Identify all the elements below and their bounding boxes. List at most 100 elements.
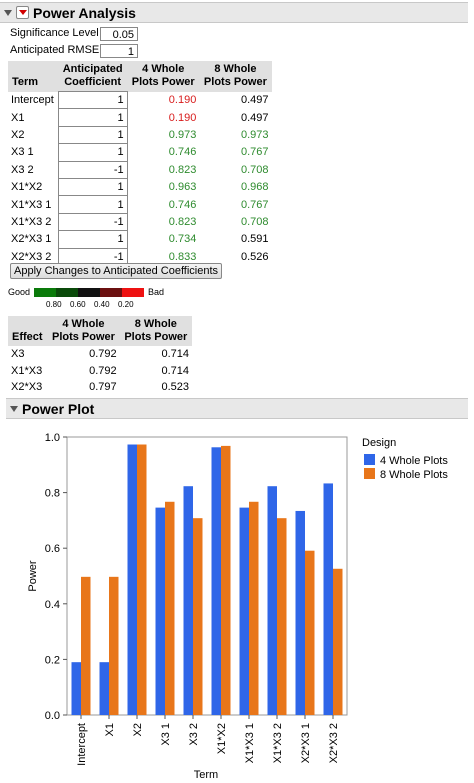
power-8-cell: 0.767 — [240, 198, 269, 211]
legend-tick-label: 0.20 — [118, 300, 134, 309]
x-axis-label: Term — [194, 769, 218, 781]
table-row: X3 1 1 0.746 0.767 — [8, 143, 272, 162]
legend-label: 4 Whole Plots — [380, 455, 448, 467]
power-4-cell: 0.973 — [168, 128, 197, 141]
disclosure-triangle-icon[interactable] — [10, 405, 18, 412]
x-tick-label: X2*X3 1 — [300, 723, 312, 763]
coefficient-input[interactable]: -1 — [57, 212, 128, 232]
table-row: X2*X3 2 -1 0.833 0.526 — [8, 247, 272, 266]
significance-level-input[interactable]: 0.05 — [100, 27, 138, 41]
coefficient-input[interactable]: 1 — [57, 230, 128, 249]
power-4-cell: 0.963 — [168, 181, 197, 194]
coefficient-input[interactable]: 1 — [57, 143, 128, 162]
column-header: Term — [8, 61, 59, 92]
bar-8wp — [221, 445, 231, 715]
power-8-cell: 0.497 — [240, 111, 269, 124]
table-row: X3 0.792 0.714 — [8, 346, 192, 362]
power-8-cell: 0.767 — [240, 146, 269, 159]
bar-4wp — [295, 510, 305, 715]
coefficient-input[interactable]: 1 — [57, 125, 128, 145]
effect-cell: X3 — [11, 348, 25, 361]
bar-8wp — [137, 444, 147, 715]
bar-4wp — [71, 662, 81, 715]
power-8-cell: 0.591 — [240, 233, 269, 246]
bar-4wp — [127, 444, 137, 715]
table-row: X1*X3 1 1 0.746 0.767 — [8, 195, 272, 214]
power-plot-title: Power Plot — [22, 400, 95, 417]
table-row: X3 2 -1 0.823 0.708 — [8, 160, 272, 179]
legend-color-swatch — [100, 288, 122, 297]
table-row: X1 1 0.190 0.497 — [8, 108, 272, 127]
bar-8wp — [193, 518, 203, 715]
y-tick-label: 0.0 — [45, 710, 60, 722]
x-tick-label: X3 2 — [188, 723, 200, 746]
bar-8wp — [277, 518, 287, 715]
bar-8wp — [81, 576, 91, 715]
power-4-cell: 0.190 — [168, 94, 197, 107]
coefficient-input[interactable]: 1 — [57, 108, 128, 127]
power-4-cell: 0.190 — [168, 111, 197, 124]
term-cell: X1*X3 1 — [11, 198, 52, 211]
power-4-cell: 0.792 — [89, 364, 117, 377]
legend-tick-label: 0.60 — [70, 300, 86, 309]
significance-level-label: Significance Level — [10, 27, 99, 39]
bar-4wp — [155, 507, 165, 715]
term-cell: X2*X3 1 — [11, 233, 52, 246]
red-triangle-menu-icon[interactable] — [16, 6, 29, 19]
term-cell: X2 — [11, 128, 25, 141]
coefficient-input[interactable]: -1 — [57, 160, 128, 179]
table-row: X1*X3 2 -1 0.823 0.708 — [8, 212, 272, 232]
power-4-cell: 0.833 — [168, 250, 197, 263]
x-tick-label: X1*X3 2 — [272, 723, 284, 763]
table-row: X1*X3 0.792 0.714 — [8, 362, 192, 378]
effect-cell: X2*X3 — [11, 380, 43, 393]
term-cell: X3 1 — [11, 146, 34, 159]
anticipated-rmse-label: Anticipated RMSE — [10, 44, 100, 56]
bar-4wp — [267, 486, 277, 715]
anticipated-rmse-input[interactable]: 1 — [100, 44, 138, 58]
power-4-cell: 0.746 — [168, 198, 197, 211]
y-tick-label: 0.4 — [45, 599, 60, 611]
legend-swatch — [364, 468, 375, 479]
power-analysis-header[interactable]: Power Analysis — [0, 2, 468, 23]
y-tick-label: 0.2 — [45, 654, 60, 666]
column-header: 4 Whole Plots Power — [127, 61, 200, 92]
column-header: 8 Whole Plots Power — [119, 316, 192, 346]
coefficient-input[interactable]: 1 — [57, 195, 128, 214]
power-8-cell: 0.708 — [240, 163, 269, 176]
power-8-cell: 0.714 — [161, 348, 189, 361]
term-cell: Intercept — [11, 94, 54, 107]
coefficient-input[interactable]: 1 — [57, 177, 128, 197]
legend-title: Design — [362, 437, 396, 449]
coefficient-input[interactable]: 1 — [57, 90, 128, 110]
bar-4wp — [239, 507, 249, 715]
power-4-cell: 0.746 — [168, 146, 197, 159]
effect-power-table: Effect 4 Whole Plots Power 8 Whole Plots Pow… — [8, 316, 192, 395]
y-tick-label: 1.0 — [45, 432, 60, 444]
apply-changes-button[interactable]: Apply Changes to Anticipated Coefficient… — [10, 263, 223, 279]
column-header: 8 Whole Plots Power — [199, 61, 272, 92]
bar-8wp — [109, 576, 119, 715]
legend-label: 8 Whole Plots — [380, 469, 448, 481]
legend-color-swatch — [34, 288, 56, 297]
disclosure-triangle-icon[interactable] — [4, 9, 12, 16]
power-table: Term Anticipated Coefficient 4 Whole Plots P… — [8, 61, 272, 266]
term-cell: X1*X2 — [11, 181, 43, 194]
bar-8wp — [165, 501, 175, 715]
power-8-cell: 0.714 — [161, 364, 189, 377]
power-8-cell: 0.968 — [240, 181, 269, 194]
bar-8wp — [305, 550, 315, 715]
legend-tick-label: 0.80 — [46, 300, 62, 309]
power-analysis-title: Power Analysis — [33, 4, 136, 21]
legend-color-swatch — [56, 288, 78, 297]
power-8-cell: 0.708 — [240, 215, 269, 228]
power-plot-chart: 0.0 0.2 0.4 0.6 0.8 1.0 Intercept X1 X2 X3 1 X3 2 X… — [27, 432, 448, 781]
table-row: X1*X2 1 0.963 0.968 — [8, 177, 272, 197]
power-plot-header[interactable]: Power Plot — [6, 398, 468, 419]
bar-4wp — [323, 483, 333, 715]
legend-swatch — [364, 454, 375, 465]
column-header: 4 Whole Plots Power — [47, 316, 120, 346]
power-8-cell: 0.526 — [240, 250, 269, 263]
bar-4wp — [99, 662, 109, 715]
power-4-cell: 0.823 — [168, 215, 197, 228]
